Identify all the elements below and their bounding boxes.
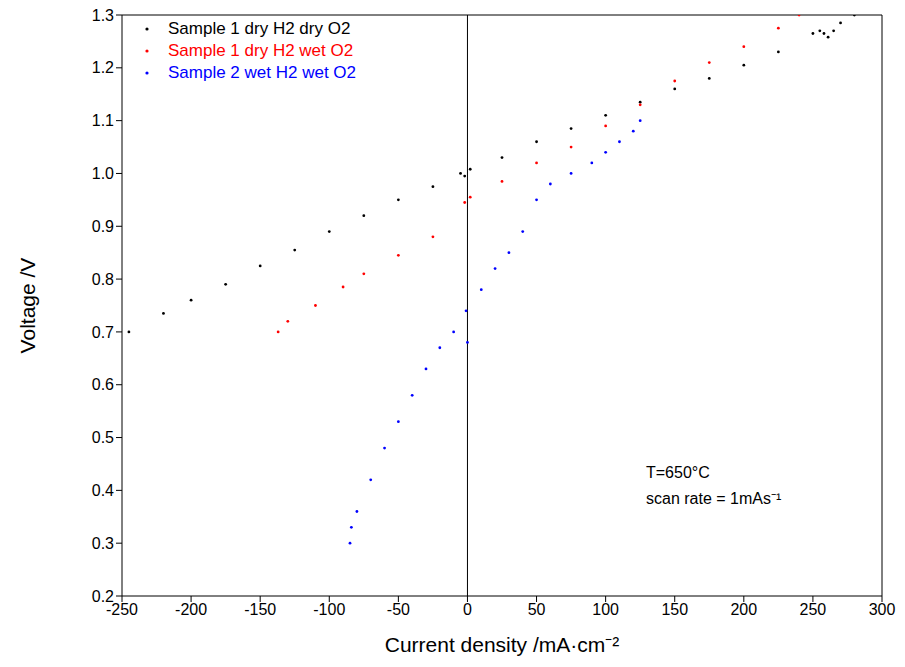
svg-text:0.8: 0.8	[92, 271, 114, 288]
html-text:scan rate = 1mAs⁻¹: scan rate = 1mAs⁻¹	[646, 490, 782, 507]
svg-text:0.5: 0.5	[92, 429, 114, 446]
svg-text:0.3: 0.3	[92, 535, 114, 552]
html-text:Sample 1 dry H2 wet O2: Sample 1 dry H2 wet O2	[168, 41, 354, 60]
svg-text:0.7: 0.7	[92, 324, 114, 341]
svg-text:-250: -250	[106, 601, 138, 619]
svg-text:100: 100	[592, 601, 619, 618]
svg-text:1.0: 1.0	[92, 165, 114, 182]
svg-text:1.2: 1.2	[92, 59, 114, 76]
html-text:Sample 1 dry H2 dry O2: Sample 1 dry H2 dry O2	[168, 19, 351, 38]
svg-text:0: 0	[463, 601, 472, 618]
svg-text:-200: -200	[175, 601, 207, 618]
svg-text:300: 300	[869, 601, 896, 618]
html-text:T=650°C: T=650°C	[646, 464, 710, 481]
svg-text:-100: -100	[313, 601, 345, 618]
svg-text:-150: -150	[244, 601, 276, 618]
html-text:Sample 2 wet H2 wet O2: Sample 2 wet H2 wet O2	[168, 63, 356, 82]
svg-text:0.2: 0.2	[92, 588, 114, 605]
svg-text:0.4: 0.4	[92, 482, 114, 499]
svg-text:Voltage /V: Voltage /V	[16, 258, 39, 354]
svg-text:0.9: 0.9	[92, 218, 114, 235]
svg-text:0.6: 0.6	[92, 376, 114, 393]
svg-text:150: 150	[661, 601, 688, 618]
svg-text:-50: -50	[387, 601, 410, 618]
svg-text:50: 50	[528, 601, 546, 618]
svg-text:250: 250	[800, 601, 827, 618]
svg-text:Current density /mA·cm⁻²: Current density /mA·cm⁻²	[385, 633, 620, 656]
svg-text:1.3: 1.3	[92, 8, 114, 24]
svg-text:200: 200	[730, 601, 757, 618]
svg-text:1.1: 1.1	[92, 112, 114, 129]
